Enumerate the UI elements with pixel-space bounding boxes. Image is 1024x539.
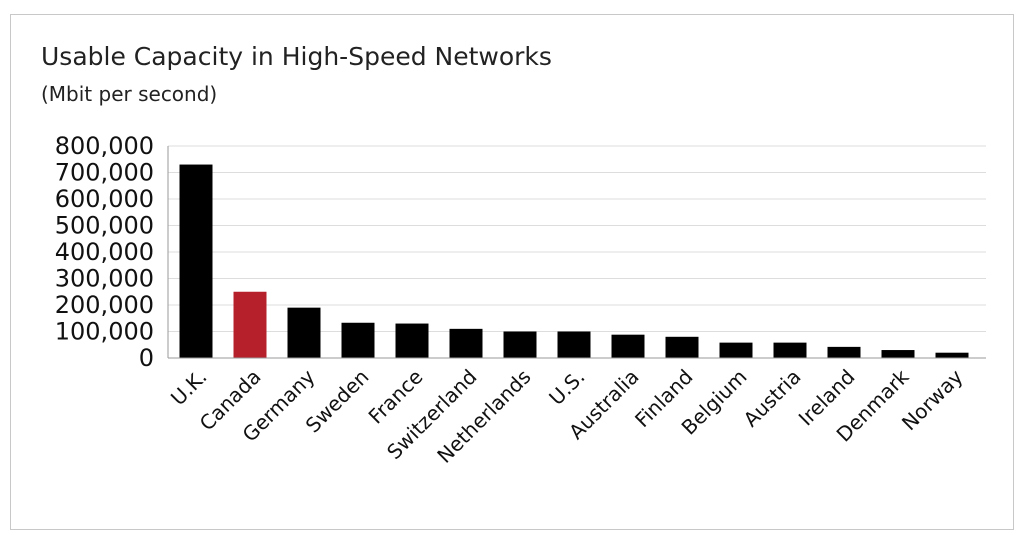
bar-denmark	[881, 350, 915, 358]
y-tick-label: 100,000	[55, 318, 154, 346]
y-tick-label: 0	[139, 344, 154, 372]
bar-u-k	[179, 164, 213, 358]
y-tick-label: 700,000	[55, 159, 154, 187]
bar-canada	[233, 291, 267, 358]
y-tick-label: 600,000	[55, 185, 154, 213]
bars	[179, 164, 969, 358]
y-axis: 0100,000200,000300,000400,000500,000600,…	[55, 132, 169, 372]
x-tick-label: Austria	[739, 365, 806, 432]
x-tick-label: U.K.	[166, 365, 212, 411]
y-tick-label: 500,000	[55, 212, 154, 240]
bar-australia	[611, 334, 645, 358]
bar-switzerland	[449, 328, 483, 358]
x-axis: U.K.CanadaGermanySwedenFranceSwitzerland…	[166, 357, 986, 468]
chart-subtitle: (Mbit per second)	[41, 82, 218, 106]
bar-norway	[935, 352, 969, 358]
chart-frame	[10, 14, 1014, 530]
bar-netherlands	[503, 331, 537, 358]
bar-austria	[773, 342, 807, 358]
bar-france	[395, 323, 429, 358]
bar-u-s	[557, 331, 591, 358]
bar-ireland	[827, 346, 861, 358]
y-tick-label: 800,000	[55, 132, 154, 160]
bar-germany	[287, 307, 321, 358]
bar-sweden	[341, 322, 375, 358]
gridlines	[168, 145, 986, 332]
bar-belgium	[719, 342, 753, 358]
chart-title: Usable Capacity in High-Speed Networks	[41, 42, 552, 71]
y-tick-label: 400,000	[55, 238, 154, 266]
x-tick-label: U.S.	[544, 365, 589, 410]
y-tick-label: 300,000	[55, 265, 154, 293]
bar-finland	[665, 336, 699, 358]
x-tick-label: Norway	[897, 364, 968, 435]
y-tick-label: 200,000	[55, 291, 154, 319]
